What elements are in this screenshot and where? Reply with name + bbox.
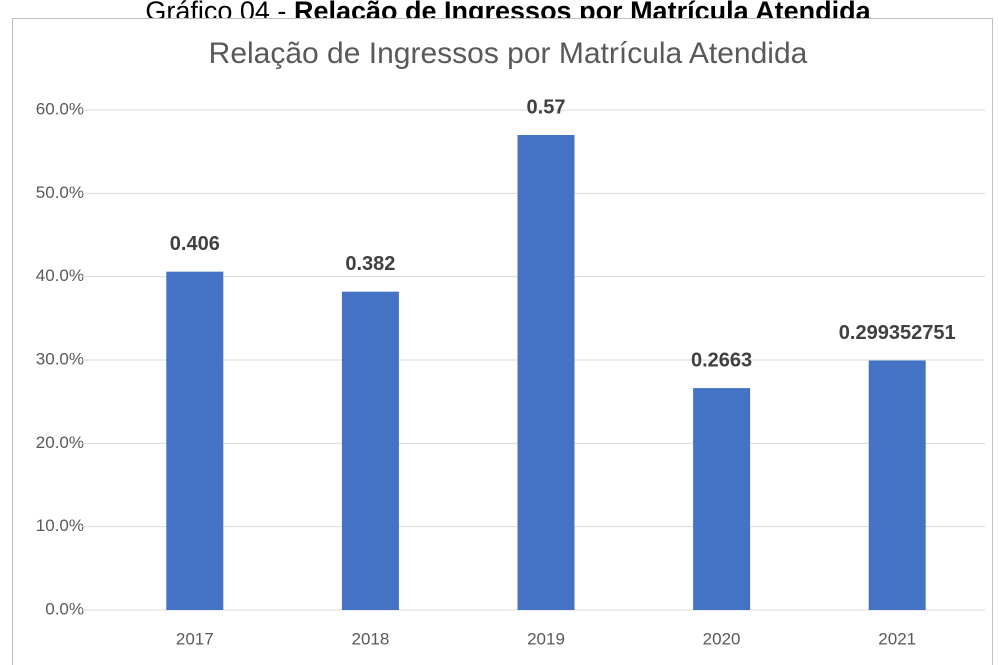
data-label: 0.382 bbox=[345, 253, 395, 275]
x-tick-label: 2021 bbox=[878, 629, 916, 648]
y-tick-label: 20.0% bbox=[36, 433, 84, 452]
y-tick-label: 30.0% bbox=[36, 349, 84, 368]
y-tick-label: 40.0% bbox=[36, 266, 84, 285]
y-tick-label: 60.0% bbox=[36, 99, 84, 118]
data-label: 0.299352751 bbox=[839, 322, 956, 344]
y-tick-label: 10.0% bbox=[36, 516, 84, 535]
bar bbox=[868, 360, 926, 610]
bar bbox=[693, 388, 751, 610]
y-tick-label: 50.0% bbox=[36, 183, 84, 202]
x-tick-label: 2020 bbox=[703, 629, 741, 648]
chart-title: Relação de Ingressos por Matrícula Atend… bbox=[209, 37, 808, 70]
data-label: 0.406 bbox=[170, 233, 220, 255]
y-tick-label: 0.0% bbox=[45, 599, 84, 618]
bar bbox=[166, 271, 224, 610]
data-label: 0.57 bbox=[527, 96, 566, 118]
x-tick-label: 2019 bbox=[527, 629, 565, 648]
bar bbox=[517, 135, 575, 610]
x-tick-label: 2017 bbox=[176, 629, 214, 648]
bar bbox=[341, 291, 399, 610]
x-tick-label: 2018 bbox=[351, 629, 389, 648]
data-label: 0.2663 bbox=[691, 349, 752, 371]
